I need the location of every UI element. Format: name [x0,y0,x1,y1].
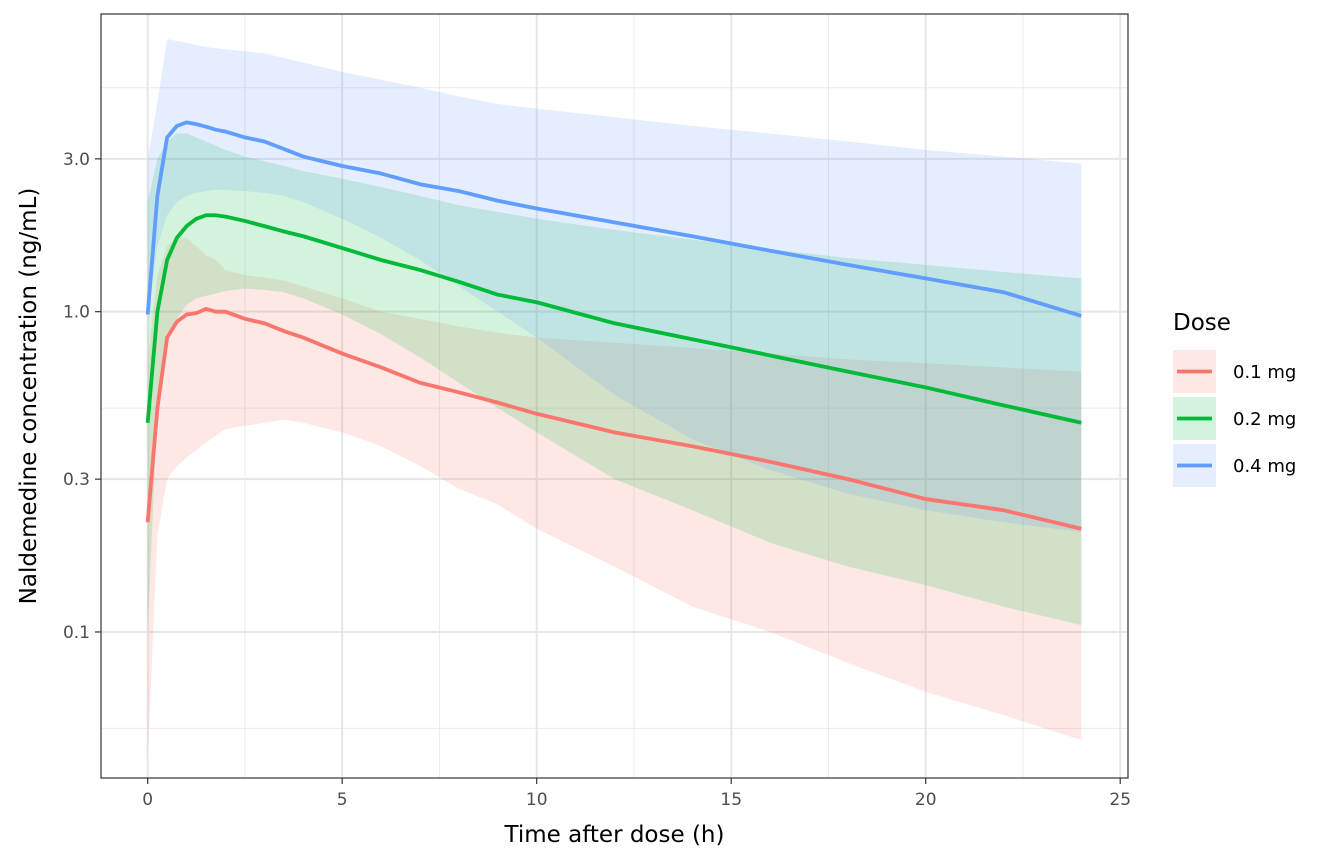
x-tick-label: 5 [337,790,348,810]
series-line-0-4-mg [145,120,1082,318]
y-axis-title: Naldemedine concentration (ng/mL) [16,188,42,605]
x-tick-label: 20 [915,790,937,810]
x-tick-label: 0 [142,790,153,810]
series-line-0-1-mg [145,307,1082,531]
y-tick-label: 0.1 [63,623,90,643]
series-lines [145,120,1082,531]
legend-label-0-1-mg: 0.1 mg [1233,362,1296,383]
legend: Dose 0.1 mg 0.2 mg 0.4 mg [1173,310,1296,487]
series-line-0-2-mg [145,213,1082,425]
confidence-ribbons [147,39,1082,760]
ribbon-0-4-mg [147,39,1082,533]
y-axis-ticks: 0.1 0.3 1.0 3.0 [63,150,101,643]
x-tick-label: 25 [1109,790,1131,810]
panel-border [100,13,1129,779]
x-tick-label: 10 [526,790,548,810]
legend-items: 0.1 mg 0.2 mg 0.4 mg [1173,350,1296,487]
x-axis-ticks: 0 5 10 15 20 25 [142,778,1131,810]
legend-title: Dose [1173,310,1231,336]
y-tick-label: 0.3 [63,470,90,490]
legend-label-0-4-mg: 0.4 mg [1233,456,1296,477]
legend-label-0-2-mg: 0.2 mg [1233,409,1296,430]
y-tick-label: 1.0 [63,303,90,323]
x-axis-title: Time after dose (h) [504,822,725,848]
y-tick-label: 3.0 [63,150,90,170]
x-tick-label: 15 [720,790,742,810]
panel-grid [101,14,1128,778]
